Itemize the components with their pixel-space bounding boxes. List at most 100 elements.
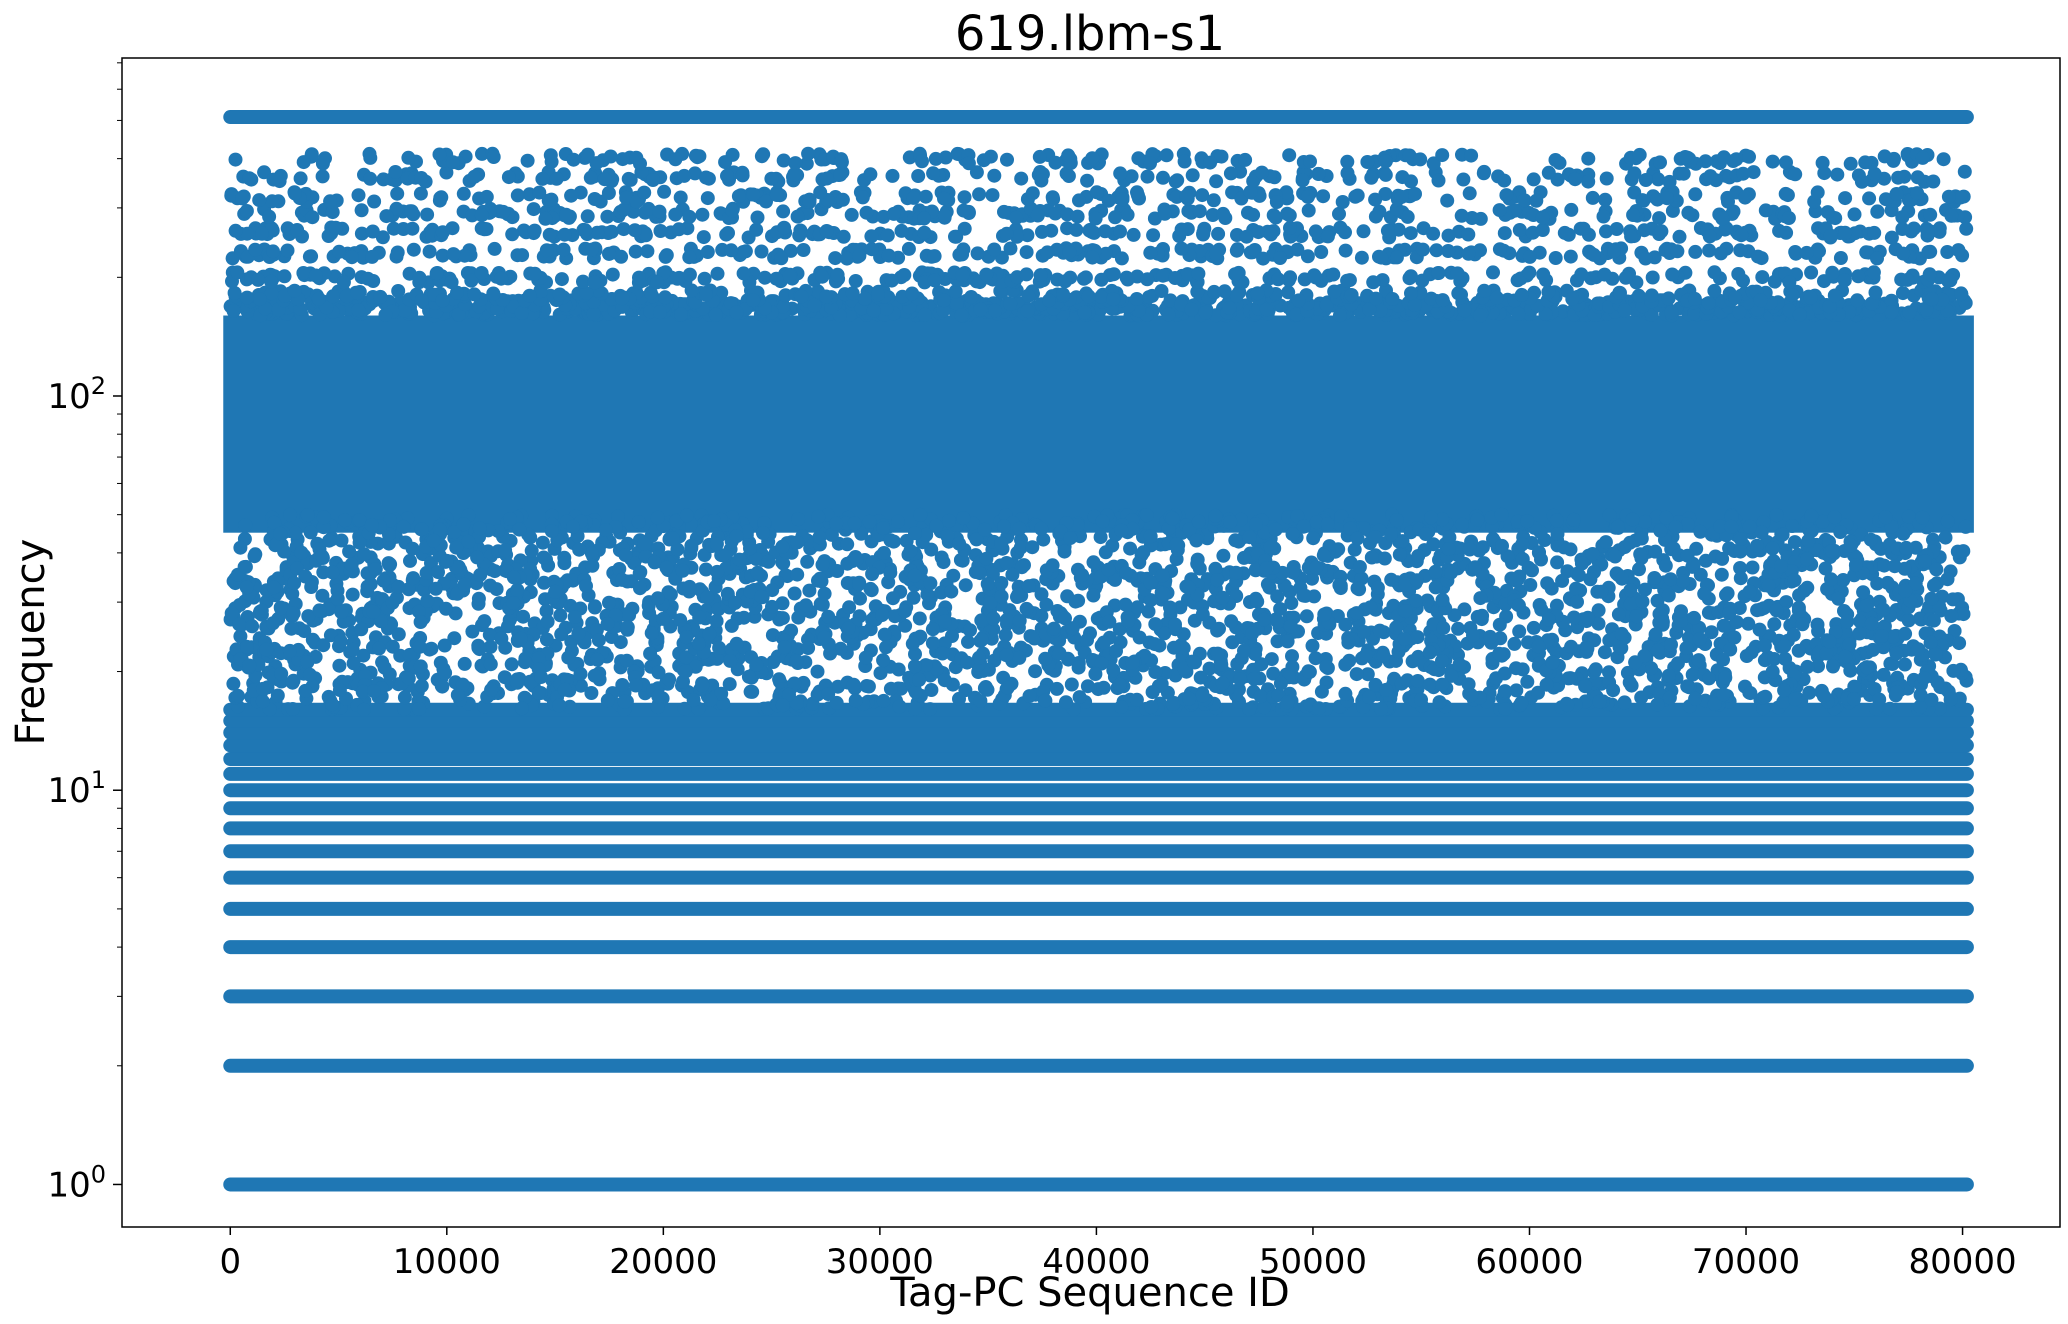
scatter-point <box>1473 308 1488 323</box>
scatter-point <box>1356 625 1371 639</box>
scatter-point <box>1410 630 1425 645</box>
scatter-point <box>840 537 855 552</box>
scatter-point <box>1664 637 1678 652</box>
scatter-point <box>973 302 988 317</box>
scatter-point <box>294 545 309 560</box>
scatter-point <box>1282 208 1297 223</box>
scatter-point <box>917 225 932 240</box>
scatter-point <box>1190 556 1205 571</box>
scatter-point <box>1211 226 1226 241</box>
scatter-point <box>1283 221 1297 235</box>
scatter-point <box>1483 629 1498 644</box>
scatter-point <box>1574 556 1589 571</box>
scatter-point <box>487 564 502 579</box>
scatter-point <box>1327 284 1342 299</box>
scatter-point <box>1592 694 1607 709</box>
scatter-point <box>1838 225 1853 240</box>
scatter-point <box>1033 268 1048 283</box>
scatter-point <box>473 567 488 582</box>
scatter-point <box>923 702 938 717</box>
scatter-point <box>948 229 962 244</box>
scatter-point <box>1846 692 1861 707</box>
scatter-point <box>346 656 361 671</box>
scatter-point <box>1462 542 1477 557</box>
scatter-point <box>414 522 429 537</box>
scatter-point <box>1326 267 1341 282</box>
scatter-point <box>1745 560 1760 575</box>
scatter-point <box>1819 646 1834 661</box>
scatter-point <box>977 522 992 537</box>
scatter-point <box>1045 558 1060 573</box>
scatter-point <box>239 204 254 218</box>
scatter-point <box>1176 641 1191 656</box>
scatter-point <box>376 573 391 588</box>
scatter-point <box>1624 229 1639 244</box>
scatter-point-row <box>223 844 1974 859</box>
scatter-point <box>1702 671 1716 686</box>
scatter-point <box>470 550 485 565</box>
scatter-point <box>1210 646 1225 661</box>
scatter-point <box>1822 634 1837 649</box>
scatter-point <box>1576 221 1591 236</box>
scatter-point <box>952 691 966 706</box>
scatter-point <box>1154 284 1169 298</box>
scatter-point <box>853 591 867 606</box>
scatter-point <box>650 275 665 290</box>
scatter-point <box>1356 224 1371 239</box>
scatter-point <box>1606 683 1621 698</box>
scatter-point <box>439 601 453 616</box>
scatter-point <box>673 613 688 628</box>
scatter-point <box>628 244 643 259</box>
scatter-point <box>1779 225 1794 240</box>
scatter-point <box>287 576 302 591</box>
scatter-point <box>312 603 327 618</box>
scatter-point <box>506 596 521 611</box>
scatter-point <box>651 665 666 680</box>
scatter-point <box>789 654 804 669</box>
scatter-point <box>1825 544 1839 559</box>
scatter-point <box>1650 643 1665 658</box>
scatter-point <box>1098 545 1113 560</box>
scatter-point <box>846 677 861 692</box>
scatter-point <box>472 521 487 536</box>
scatter-point <box>1144 700 1159 714</box>
scatter-point <box>1354 250 1369 265</box>
scatter-point <box>283 507 298 522</box>
scatter-point <box>1913 699 1928 714</box>
scatter-point <box>1572 568 1586 583</box>
scatter-point <box>1736 273 1750 288</box>
scatter-point <box>1081 289 1096 304</box>
scatter-point <box>1350 531 1365 546</box>
scatter-point <box>1634 531 1649 546</box>
scatter-point <box>1754 525 1769 540</box>
scatter-point <box>414 678 429 693</box>
scatter-point <box>1021 579 1036 594</box>
scatter-point <box>435 679 450 694</box>
scatter-point <box>1688 244 1703 259</box>
scatter-point <box>300 655 315 670</box>
scatter-point <box>1522 265 1537 280</box>
scatter-point <box>787 586 802 601</box>
scatter-point-row <box>223 1177 1974 1192</box>
scatter-point <box>1268 522 1283 537</box>
scatter-point <box>1668 520 1683 535</box>
scatter-point <box>1868 285 1883 300</box>
scatter-point <box>1560 698 1575 712</box>
scatter-point <box>963 623 977 638</box>
scatter-point <box>1702 243 1717 258</box>
scatter-point <box>1921 245 1936 259</box>
scatter-point <box>1531 639 1546 654</box>
scatter-point <box>1540 576 1555 591</box>
scatter-point <box>587 600 602 615</box>
scatter-point <box>228 223 243 238</box>
scatter-point <box>1933 701 1947 716</box>
scatter-point <box>1257 612 1271 627</box>
scatter-point <box>328 220 343 235</box>
scatter-point <box>1952 636 1967 651</box>
scatter-point <box>1384 527 1398 542</box>
scatter-point <box>266 616 280 631</box>
scatter-point <box>723 653 738 668</box>
scatter-point <box>1870 251 1884 266</box>
scatter-point <box>296 266 311 280</box>
scatter-point <box>1498 684 1512 699</box>
